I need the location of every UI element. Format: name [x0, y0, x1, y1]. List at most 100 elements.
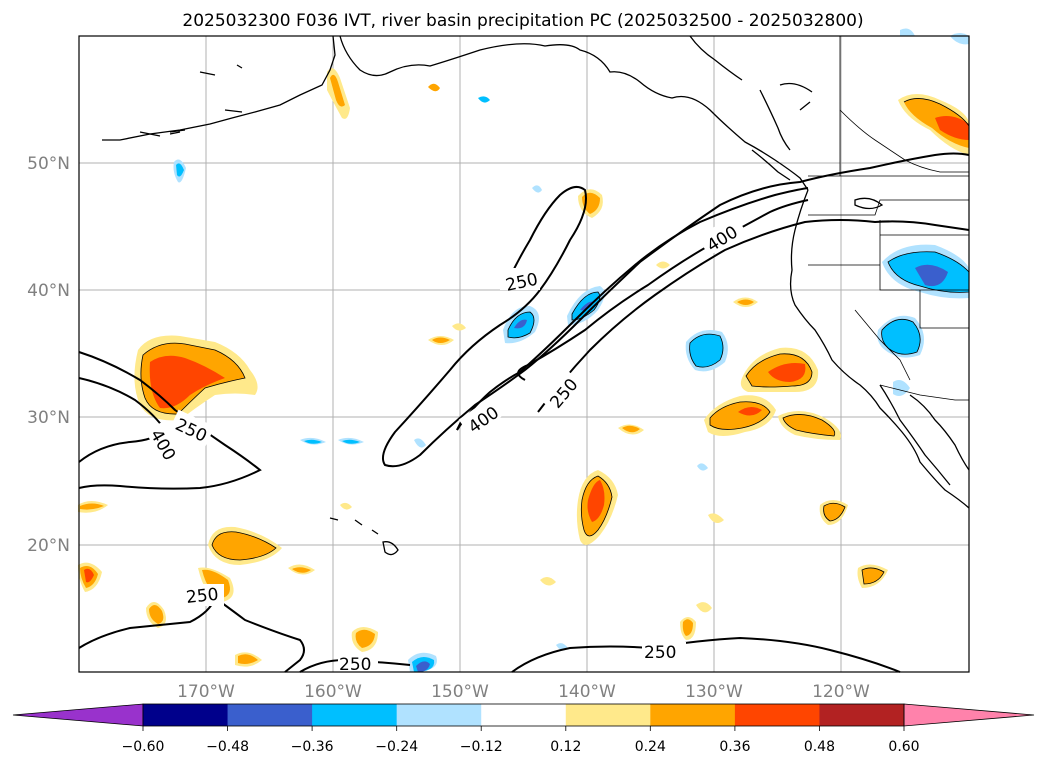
- neg-ne-4: [900, 28, 915, 36]
- outline-ar-1: [507, 311, 535, 339]
- coastlines: [102, 35, 970, 556]
- pos-mid-2-core: [738, 406, 762, 416]
- clabel-bg-8: [338, 654, 378, 672]
- outline-e-1: [823, 502, 846, 522]
- lat-label-20n: 20°N: [27, 536, 70, 556]
- contour-400-ar-south: [517, 199, 809, 381]
- pos-e-1: [823, 503, 845, 521]
- lon-label-170w: 170°W: [177, 682, 235, 702]
- coast-alaska-south: [339, 35, 809, 191]
- border-canada-province: [839, 109, 969, 173]
- clabel-bg-6: [145, 420, 185, 467]
- border-us-states: [808, 199, 969, 381]
- contour-250-ar-south: [537, 219, 970, 413]
- outline-mid-1: [745, 353, 813, 388]
- contour-400-ar-north: [456, 187, 809, 431]
- pos-small-9: [540, 576, 556, 586]
- border-us-mexico: [879, 384, 969, 401]
- pos-sw-4: [149, 604, 164, 624]
- colorbar-bin-5: [565, 704, 651, 726]
- neg-ne-2-mid: [881, 319, 921, 355]
- lat-label-40n: 40°N: [27, 281, 70, 301]
- coast-bc-islands: [751, 149, 791, 181]
- pos-s-3: [682, 619, 693, 636]
- colorbar-tick-label-6: 0.24: [635, 739, 666, 755]
- colorbar-tick-label-0: −0.60: [122, 739, 165, 755]
- colorbar-bin-2: [312, 704, 398, 726]
- neg-small-2: [478, 96, 490, 103]
- colorbar-tick-label-4: −0.12: [460, 739, 503, 755]
- lon-label-130w: 130°W: [685, 682, 743, 702]
- lon-label-150w: 150°W: [431, 682, 489, 702]
- pos-small-2: [432, 337, 450, 343]
- pos-sw-1: [212, 531, 276, 560]
- borders: [808, 36, 969, 401]
- colorbar-bin-1: [227, 704, 313, 726]
- outline-mid-2: [709, 401, 771, 430]
- coast-lake-1: [854, 197, 884, 210]
- colorbar-tick-label-8: 0.48: [804, 739, 835, 755]
- colorbar-tick-label-2: −0.36: [291, 739, 334, 755]
- lat-labels: 50°N 40°N 30°N 20°N: [27, 154, 70, 556]
- pos-s-5: [708, 513, 724, 524]
- clabel-bg-1: [500, 268, 540, 290]
- outline-west: [140, 342, 246, 415]
- clabel-bg-2: [697, 214, 747, 256]
- clabel-bg-9: [642, 642, 686, 662]
- contour-250-west: [78, 351, 262, 490]
- pos-trop-core: [587, 480, 605, 522]
- outline-ne-top: [903, 98, 970, 127]
- colorbar-over-triangle: [903, 703, 1035, 727]
- pos-mid-3: [783, 414, 835, 436]
- coast-hawaii: [329, 517, 399, 556]
- colorbar-bins: [143, 704, 905, 726]
- colorbar-bin-7: [734, 704, 820, 726]
- colorbar-ticks: −0.60 −0.48 −0.36 −0.24 −0.12 0.12 0.24 0.36 0.4…: [122, 726, 920, 755]
- pos-small-5: [737, 299, 754, 305]
- neg-small-3: [532, 185, 542, 193]
- colorbar-bin-0: [143, 704, 229, 726]
- neg-small-4: [304, 439, 322, 444]
- colorbar-under-triangle: [12, 703, 144, 727]
- colorbar-bin-8: [819, 704, 905, 726]
- outline-neg-mid: [689, 333, 724, 368]
- gridlines: [79, 36, 969, 672]
- lat-label-30n: 30°N: [27, 408, 70, 428]
- pos-small-4: [656, 261, 670, 269]
- coast-mexico: [909, 394, 970, 471]
- outline-ne-2: [881, 318, 921, 355]
- pos-mid-1-core: [768, 363, 806, 382]
- pos-small-1: [428, 83, 440, 92]
- coast-us-west: [789, 189, 970, 509]
- colorbar-tick-label-1: −0.48: [206, 739, 249, 755]
- map-area: 250 400 250 400 250 400 250 250 250: [78, 28, 970, 675]
- coast-baja: [879, 384, 951, 486]
- neg-mid-1: [689, 334, 723, 368]
- contour-label-250-d: 250: [185, 585, 219, 608]
- clabel-bg-3: [539, 368, 583, 414]
- coast-aleutian-end: [139, 131, 181, 137]
- colorbar: −0.60 −0.48 −0.36 −0.24 −0.12 0.12 0.24 0.36 0.4…: [12, 703, 1035, 755]
- contour-250-se: [511, 636, 901, 673]
- pos-s-4: [696, 602, 712, 613]
- colorbar-bin-4: [481, 704, 567, 726]
- pos-alaska-mid: [330, 74, 345, 107]
- pos-small-7: [292, 567, 311, 573]
- clabel-bg-5: [169, 409, 215, 447]
- pos-e-2: [862, 567, 884, 584]
- neg-small-5: [342, 439, 360, 444]
- coast-panhandle: [689, 35, 791, 151]
- colorbar-frame: [142, 703, 905, 727]
- pos-s-1: [355, 629, 375, 648]
- lon-label-140w: 140°W: [558, 682, 616, 702]
- pos-ne-core: [935, 116, 969, 140]
- outline-e-2: [861, 567, 885, 585]
- pos-small-6: [622, 425, 640, 433]
- neg-s-1-core: [416, 661, 430, 672]
- neg-small-1-core: [176, 163, 184, 177]
- neg-small-6: [697, 463, 708, 471]
- colorbar-tick-label-3: −0.24: [375, 739, 418, 755]
- outline-mid-3: [782, 414, 836, 437]
- pos-small-8: [340, 502, 352, 510]
- contour-250-ar: [382, 152, 970, 468]
